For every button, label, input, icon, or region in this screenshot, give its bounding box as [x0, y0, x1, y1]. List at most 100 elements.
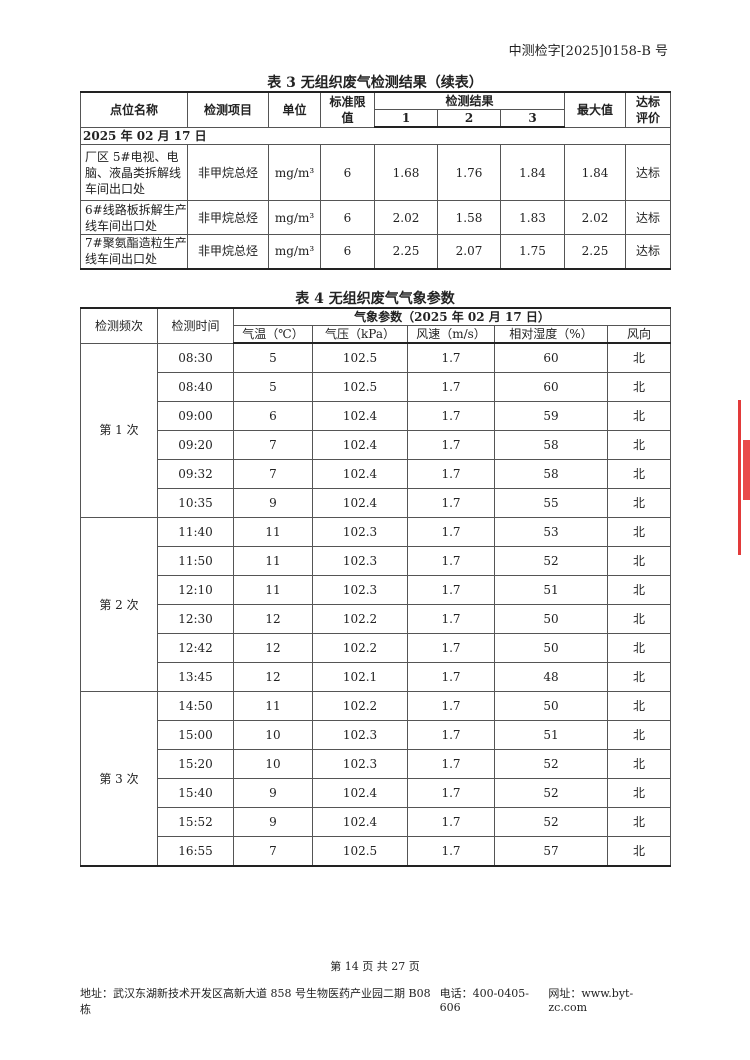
- table-row: 第 2 次 11:40 11 102.3 1.7 53 北: [80, 517, 672, 692]
- cell-pressure: 102.2: [312, 691, 408, 721]
- cell-temp: 7: [233, 430, 313, 460]
- footer-website: 网址：www.byt-zc.com: [548, 987, 634, 1014]
- cell-time: 15:40: [157, 778, 234, 808]
- cell-humidity: 52: [494, 778, 608, 808]
- cell-pressure: 102.5: [312, 836, 408, 867]
- header-r3: 3: [499, 109, 566, 128]
- cell-item: 非甲烷总烃: [187, 234, 269, 269]
- cell-r1: 1.68: [374, 144, 438, 201]
- page-number: 第 14 页 共 27 页: [330, 960, 420, 973]
- cell-pressure: 102.4: [312, 401, 408, 431]
- cell-time: 16:55: [157, 836, 234, 867]
- cell-r2: 1.76: [437, 144, 501, 201]
- table-row: 10:35 9 102.4 1.7 55 北: [81, 488, 672, 518]
- table-row: 09:20 7 102.4 1.7 58 北: [81, 430, 672, 460]
- cell-limit: 6: [320, 200, 375, 235]
- cell-time: 15:00: [157, 720, 234, 750]
- cell-wind-dir: 北: [606, 546, 672, 576]
- cell-temp: 5: [233, 372, 313, 402]
- cell-pressure: 102.3: [312, 575, 408, 605]
- table3-caption: 表 3 无组织废气检测结果（续表）: [267, 75, 483, 91]
- cell-wind-dir: 北: [606, 401, 672, 431]
- cell-temp: 7: [233, 836, 313, 867]
- cell-pressure: 102.4: [312, 430, 408, 460]
- cell-wind-speed: 1.7: [407, 430, 495, 460]
- cell-wind-speed: 1.7: [407, 342, 495, 373]
- cell-time: 08:30: [157, 342, 234, 373]
- cell-wind-dir: 北: [606, 372, 672, 402]
- cell-r1: 2.25: [374, 234, 438, 269]
- cell-limit: 6: [320, 234, 375, 269]
- table-row: 15:20 10 102.3 1.7 52 北: [81, 749, 672, 779]
- cell-time: 11:40: [157, 517, 234, 547]
- cell-humidity: 58: [494, 430, 608, 460]
- cell-temp: 11: [233, 517, 313, 547]
- cell-wind-speed: 1.7: [407, 372, 495, 402]
- cell-temp: 11: [233, 691, 313, 721]
- cell-humidity: 52: [494, 546, 608, 576]
- cell-wind-dir: 北: [606, 720, 672, 750]
- cell-wind-speed: 1.7: [407, 633, 495, 663]
- header-time: 检测时间: [157, 307, 234, 344]
- cell-humidity: 52: [494, 749, 608, 779]
- cell-temp: 12: [233, 604, 313, 634]
- cell-location: 7#聚氨酯造粒生产线车间出口处: [80, 234, 188, 269]
- cell-time: 14:50: [157, 691, 234, 721]
- cell-pressure: 102.2: [312, 604, 408, 634]
- header-unit: 单位: [268, 91, 321, 128]
- cell-time: 15:52: [157, 807, 234, 837]
- cell-temp: 11: [233, 575, 313, 605]
- cell-time: 10:35: [157, 488, 234, 518]
- date-row: 2025 年 02 月 17 日: [79, 126, 672, 145]
- cell-time: 09:00: [157, 401, 234, 431]
- cell-r1: 2.02: [374, 200, 438, 235]
- cell-wind-speed: 1.7: [407, 749, 495, 779]
- cell-humidity: 50: [494, 604, 608, 634]
- cell-time: 11:50: [157, 546, 234, 576]
- cell-humidity: 50: [494, 633, 608, 663]
- cell-temp: 6: [233, 401, 313, 431]
- cell-pressure: 102.4: [312, 459, 408, 489]
- cell-r2: 1.58: [437, 200, 501, 235]
- header-r1: 1: [374, 109, 438, 128]
- header-humidity: 相对湿度（%）: [494, 325, 608, 344]
- cell-wind-speed: 1.7: [407, 691, 495, 721]
- header-wind-speed: 风速（m/s）: [407, 325, 495, 344]
- cell-r3: 1.84: [499, 144, 566, 201]
- cell-temp: 7: [233, 459, 313, 489]
- cell-pressure: 102.3: [312, 720, 408, 750]
- table-row: 09:00 6 102.4 1.7 59 北: [81, 401, 672, 431]
- table-row: 13:45 12 102.1 1.7 48 北: [81, 662, 672, 692]
- cell-humidity: 60: [494, 342, 608, 373]
- cell-max: 1.84: [564, 144, 627, 201]
- cell-unit: mg/m³: [268, 200, 321, 235]
- cell-temp: 11: [233, 546, 313, 576]
- cell-humidity: 52: [494, 807, 608, 837]
- cell-temp: 9: [233, 807, 313, 837]
- table-row: 08:40 5 102.5 1.7 60 北: [81, 372, 672, 402]
- cell-item: 非甲烷总烃: [187, 144, 269, 201]
- header-group: 气象参数（2025 年 02 月 17 日）: [232, 307, 672, 326]
- cell-humidity: 53: [494, 517, 608, 547]
- cell-pressure: 102.1: [312, 662, 408, 692]
- cell-wind-speed: 1.7: [407, 401, 495, 431]
- document-number: 中测检字[2025]0158-B 号: [508, 44, 668, 59]
- cell-humidity: 60: [494, 372, 608, 402]
- cell-humidity: 57: [494, 836, 608, 867]
- table-row: 7#聚氨酯造粒生产线车间出口处 非甲烷总烃 mg/m³ 6 2.25 2.07 1.75 2.…: [80, 234, 672, 269]
- cell-temp: 9: [233, 488, 313, 518]
- cell-pressure: 102.3: [312, 546, 408, 576]
- table-row: 15:40 9 102.4 1.7 52 北: [81, 778, 672, 808]
- header-wind-dir: 风向: [606, 325, 672, 344]
- cell-pressure: 102.3: [312, 517, 408, 547]
- cell-wind-speed: 1.7: [407, 546, 495, 576]
- cell-eval: 达标: [625, 144, 672, 201]
- cell-wind-dir: 北: [606, 778, 672, 808]
- cell-pressure: 102.4: [312, 488, 408, 518]
- table-row: 15:00 10 102.3 1.7 51 北: [81, 720, 672, 750]
- cell-time: 13:45: [157, 662, 234, 692]
- cell-eval: 达标: [625, 200, 672, 235]
- cell-wind-dir: 北: [606, 604, 672, 634]
- cell-time: 09:20: [157, 430, 234, 460]
- cell-temp: 9: [233, 778, 313, 808]
